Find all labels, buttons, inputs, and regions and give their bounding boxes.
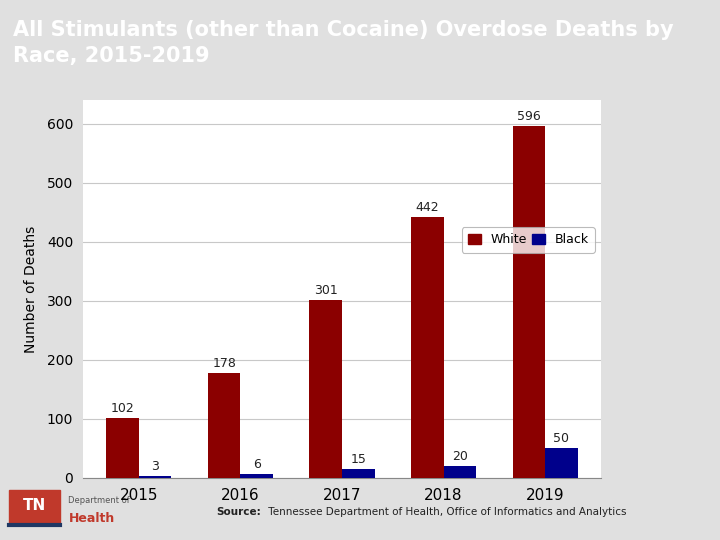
- Text: 50: 50: [554, 433, 570, 446]
- Text: 20: 20: [452, 450, 468, 463]
- Legend: White, Black: White, Black: [462, 227, 595, 253]
- Y-axis label: Number of Deaths: Number of Deaths: [24, 225, 38, 353]
- Bar: [513, 126, 545, 478]
- Text: Source:: Source:: [216, 507, 261, 517]
- Text: 3: 3: [151, 460, 159, 473]
- Bar: [545, 448, 577, 478]
- Text: 102: 102: [111, 402, 135, 415]
- Bar: [444, 466, 476, 478]
- Text: 6: 6: [253, 458, 261, 471]
- Bar: [411, 217, 444, 478]
- Text: 442: 442: [415, 201, 439, 214]
- Text: Tennessee Department of Health, Office of Informatics and Analytics: Tennessee Department of Health, Office o…: [265, 507, 626, 517]
- Text: Department of: Department of: [68, 496, 130, 505]
- Bar: [139, 476, 171, 478]
- Text: 301: 301: [314, 284, 338, 297]
- Text: 596: 596: [517, 110, 541, 123]
- Text: All Stimulants (other than Cocaine) Overdose Deaths by
Race, 2015-2019: All Stimulants (other than Cocaine) Over…: [13, 19, 674, 66]
- Text: 15: 15: [351, 453, 366, 466]
- Bar: [310, 300, 342, 478]
- Bar: [240, 474, 273, 478]
- Bar: [342, 469, 374, 478]
- Text: TN: TN: [23, 498, 46, 514]
- Text: 178: 178: [212, 357, 236, 370]
- Bar: [107, 417, 139, 478]
- FancyBboxPatch shape: [9, 490, 60, 524]
- Text: Health: Health: [68, 512, 114, 525]
- Bar: [208, 373, 240, 478]
